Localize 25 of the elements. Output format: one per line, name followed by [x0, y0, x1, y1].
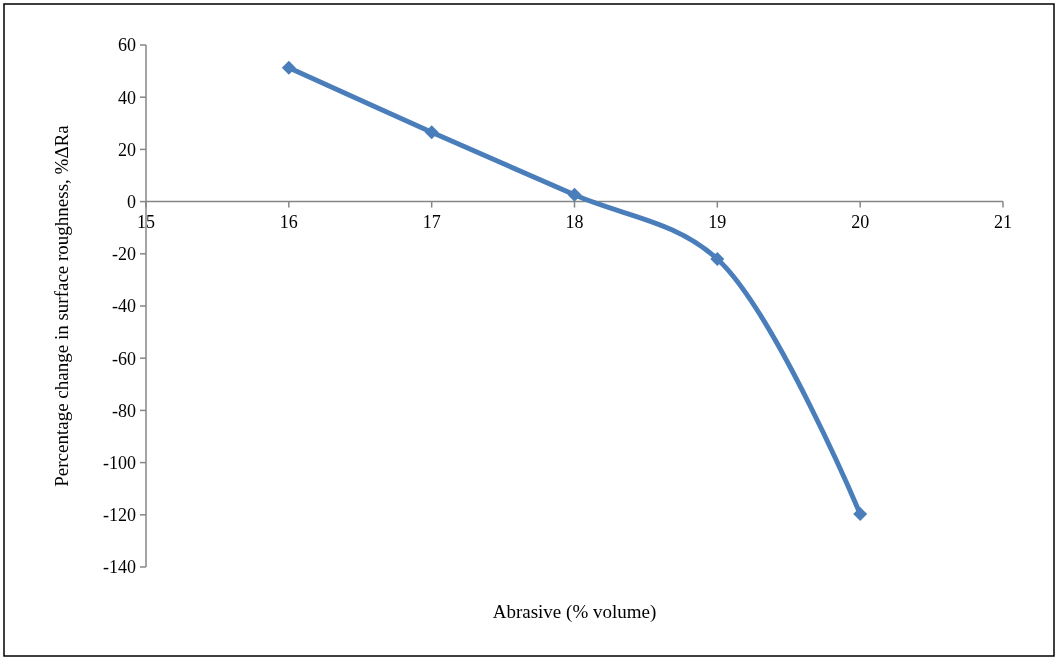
y-tick-label: -40 — [112, 296, 136, 317]
y-axis-title: Percentage change in surface roughness, %ΔRa — [51, 124, 72, 487]
y-tick-label: 60 — [118, 35, 136, 56]
y-tick-label: -120 — [103, 505, 136, 526]
y-tick-label: 40 — [118, 87, 136, 108]
point — [281, 60, 296, 75]
point — [424, 125, 439, 140]
y-tick-label: -60 — [112, 348, 136, 369]
y-tick-label: -80 — [112, 400, 136, 421]
x-tick-label: 18 — [565, 211, 584, 232]
x-axis-title: Abrasive (% volume) — [492, 601, 657, 623]
point — [710, 252, 725, 267]
y-tick-label: -100 — [103, 452, 136, 473]
y-tick-label: 0 — [127, 191, 136, 212]
x-tick-label: 19 — [708, 211, 727, 232]
x-tick-label: 17 — [422, 211, 441, 232]
point — [567, 187, 582, 202]
y-tick-label: -20 — [112, 244, 136, 265]
y-tick-label: 20 — [118, 139, 136, 160]
x-tick-label: 15 — [137, 211, 155, 232]
x-tick-label: 21 — [994, 211, 1012, 232]
x-tick-label: 16 — [279, 211, 298, 232]
x-tick-label: 20 — [851, 211, 870, 232]
y-tick-label: -140 — [103, 557, 136, 578]
point — [853, 507, 868, 522]
